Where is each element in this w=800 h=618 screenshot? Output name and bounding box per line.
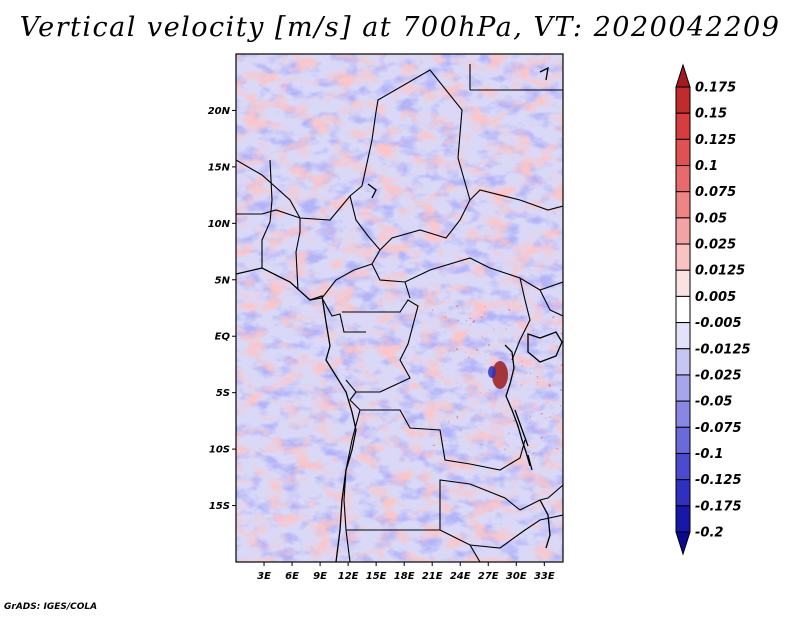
lon-label: 6E: [285, 571, 299, 582]
colorbar-bin: [675, 400, 691, 428]
lat-label: 5S: [216, 388, 230, 399]
colorbar-max-arrow: [675, 63, 691, 88]
colorbar-label: -0.025: [695, 368, 742, 383]
lon-label: 27E: [478, 571, 499, 582]
colorbar-label: -0.075: [695, 421, 742, 436]
colorbar-bin: [675, 138, 691, 167]
colorbar-label: -0.125: [695, 473, 742, 488]
map-frame: [235, 53, 564, 563]
colorbar-label: -0.175: [695, 499, 742, 514]
colorbar-bin: [675, 426, 691, 454]
lat-label: 5N: [215, 275, 231, 286]
lon-label: 9E: [313, 571, 327, 582]
colorbar-label: 0.075: [695, 185, 736, 200]
lat-label: 15N: [208, 162, 231, 173]
lat-label: 10S: [209, 445, 230, 456]
colorbar-label: 0.025: [695, 238, 736, 253]
colorbar-bin: [675, 505, 691, 533]
lon-label: 24E: [450, 571, 471, 582]
lon-label: 18E: [394, 571, 415, 582]
coastlines-and-lakes: [236, 66, 563, 562]
colorbar-bin: [675, 112, 691, 140]
velocity-field: [236, 54, 563, 562]
country-borders: [236, 64, 563, 562]
colorbar-bin: [675, 452, 691, 481]
latitude-axis: 20N 15N 10N 5N EQ 5S 10S 15S: [208, 106, 236, 512]
lon-label: 30E: [506, 571, 527, 582]
colorbar-bin: [675, 86, 691, 114]
colorbar-bin: [675, 217, 691, 245]
colorbar-label: -0.05: [695, 395, 732, 410]
lon-label: 15E: [366, 571, 387, 582]
colorbar-bin: [675, 479, 691, 507]
colorbar-label: -0.0125: [695, 342, 751, 357]
colorbar-label: -0.005: [695, 316, 742, 331]
colorbar-label: 0.0125: [695, 264, 745, 279]
lon-label: 12E: [338, 571, 359, 582]
colorbar-bin: [675, 191, 691, 219]
lon-label: 3E: [257, 571, 271, 582]
lon-label: 33E: [534, 571, 555, 582]
downdraft-core: [488, 366, 496, 378]
colorbar-label: 0.15: [695, 107, 727, 122]
colorbar-label: -0.1: [695, 447, 723, 462]
colorbar-bin: [675, 374, 691, 402]
longitude-axis: 3E 6E 9E 12E 15E 18E 21E 24E 27E 30E 33E: [257, 562, 555, 582]
colorbar-bin: [675, 322, 691, 350]
colorbar: 0.175 0.15 0.125 0.1 0.075 0.05 0.025 0.0125 0.0…: [675, 63, 751, 556]
lat-label: 10N: [208, 219, 231, 230]
colorbar-min-arrow: [675, 531, 691, 556]
colorbar-bin: [675, 295, 691, 324]
lat-label: 20N: [208, 106, 231, 117]
lat-label: 15S: [209, 501, 230, 512]
colorbar-label: 0.125: [695, 133, 736, 148]
colorbar-bin: [675, 165, 691, 193]
colorbar-label: 0.175: [695, 81, 736, 96]
updraft-core: [492, 361, 508, 389]
colorbar-label: 0.1: [695, 159, 718, 174]
map-title: Vertical velocity [m/s] at 700hPa, VT: 2…: [19, 12, 781, 43]
grads-credit: GrADS: IGES/COLA: [4, 602, 98, 612]
colorbar-bin: [675, 243, 691, 271]
lon-label: 21E: [422, 571, 443, 582]
colorbar-label: 0.05: [695, 211, 727, 226]
lat-label: EQ: [215, 332, 231, 343]
colorbar-label: 0.005: [695, 290, 736, 305]
colorbar-bin: [675, 348, 691, 376]
colorbar-label: -0.2: [695, 526, 723, 541]
colorbar-bin: [675, 269, 691, 297]
